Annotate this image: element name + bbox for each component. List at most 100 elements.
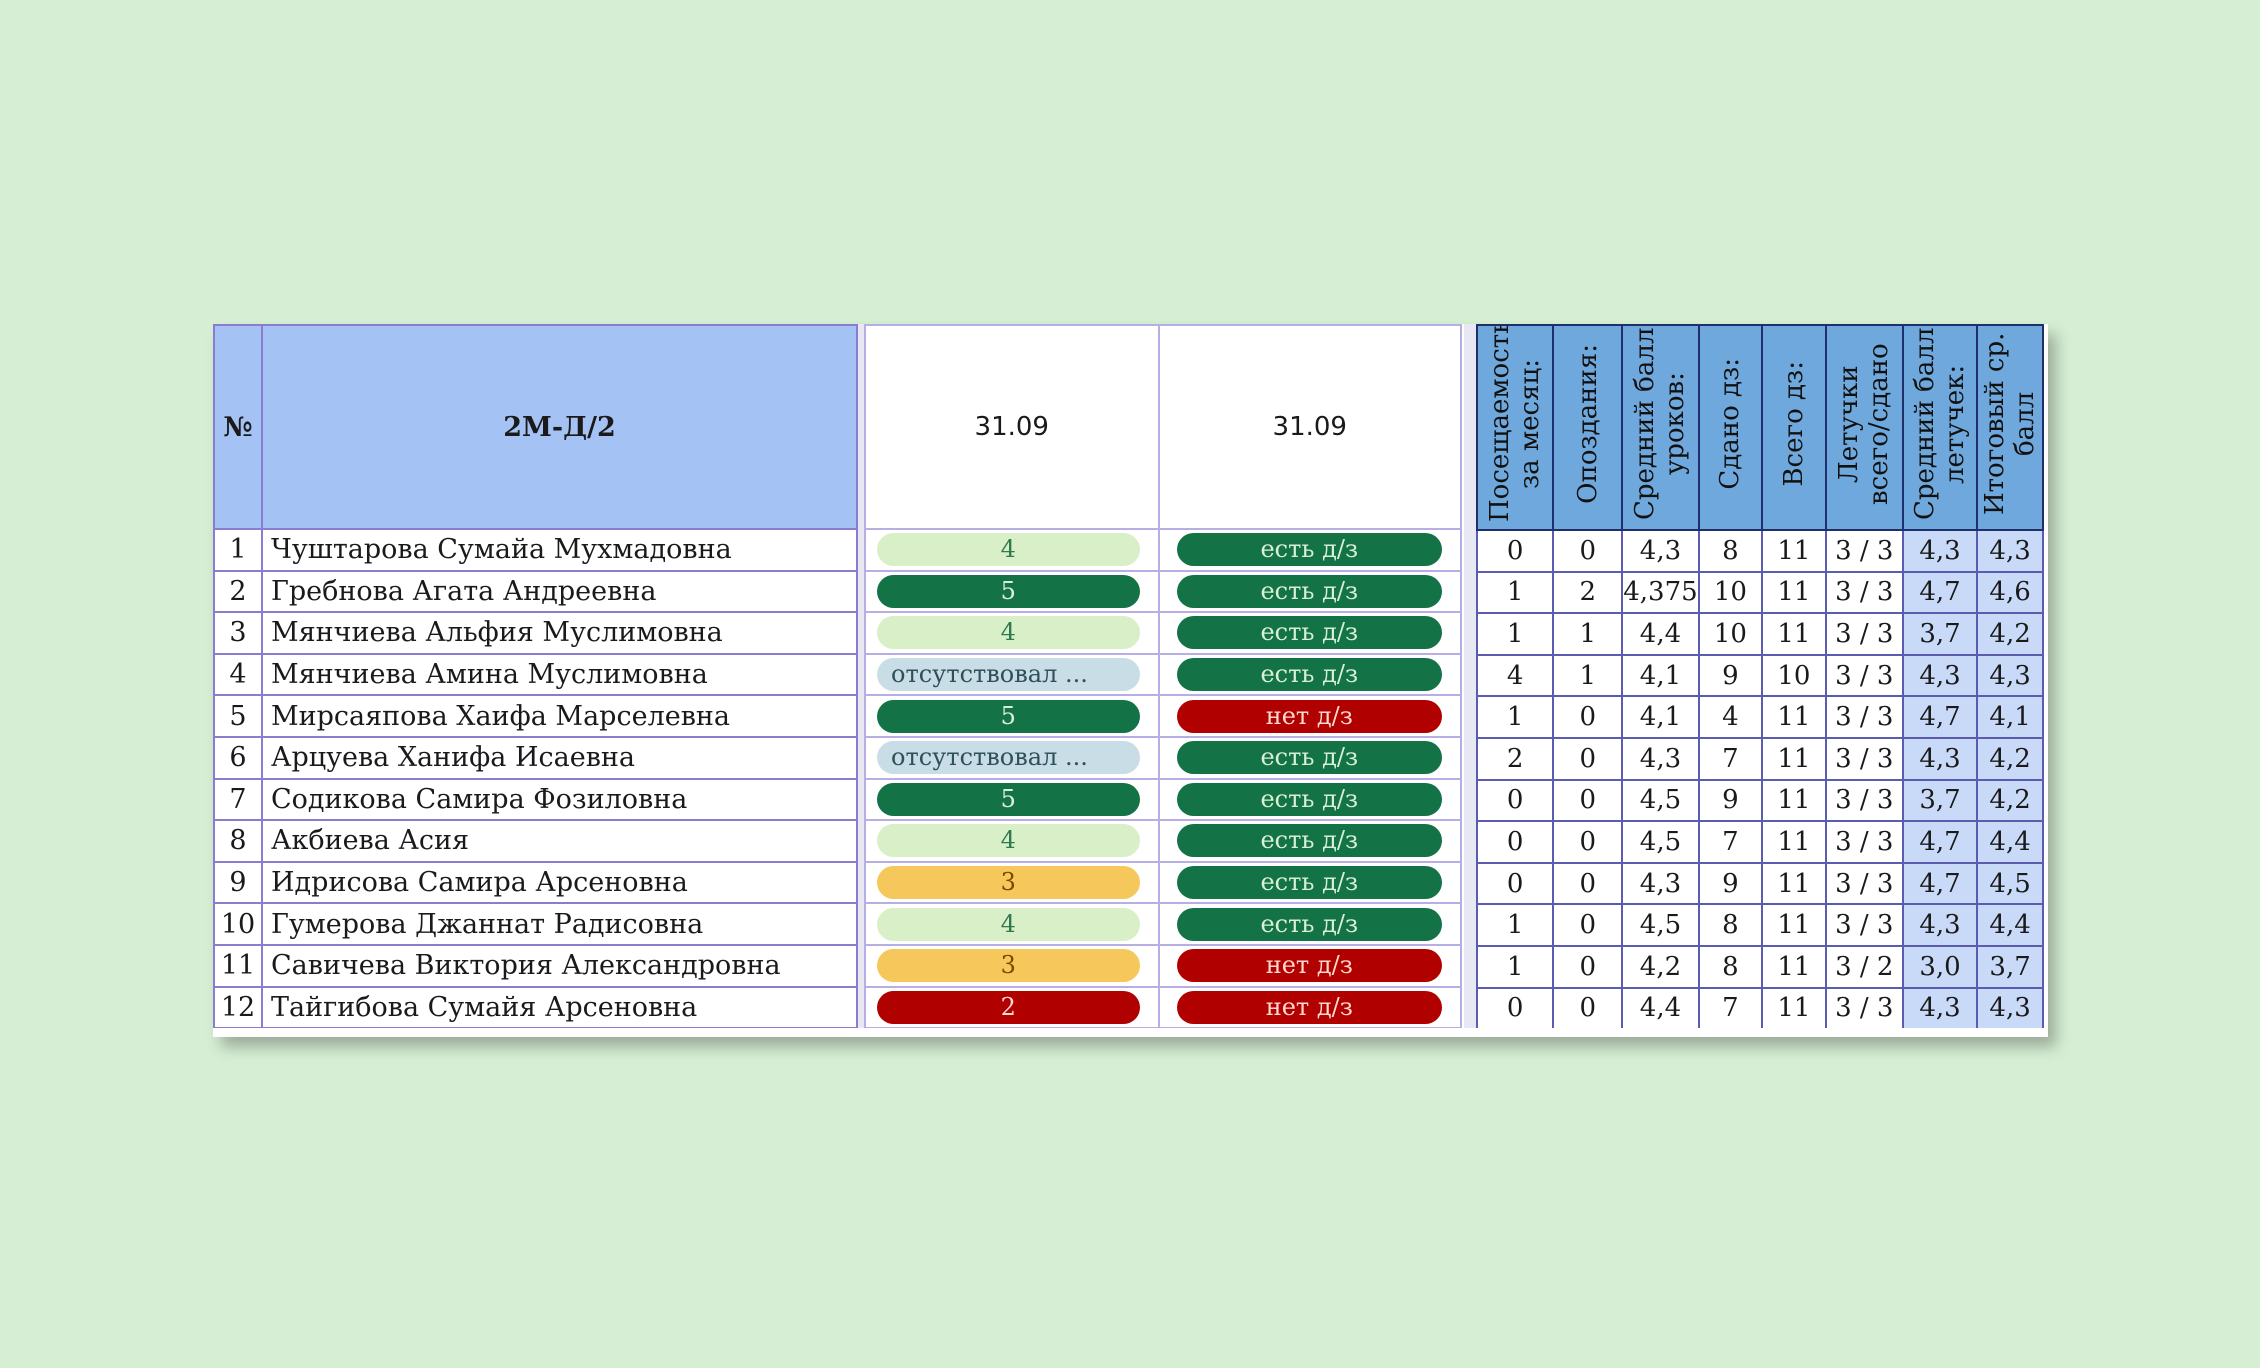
stat-cell[interactable]: 4,3 <box>1901 529 1979 573</box>
stat-cell[interactable]: 11 <box>1761 986 1827 1031</box>
stat-cell[interactable]: 0 <box>1552 736 1624 781</box>
row-number[interactable]: 12 <box>213 985 263 1030</box>
stat-cell[interactable]: 4,5 <box>1621 778 1700 823</box>
stat-cell[interactable]: 1 <box>1552 612 1624 656</box>
stat-cell[interactable]: 2 <box>1475 736 1555 781</box>
grade-cell[interactable]: отсутствовал ... <box>864 652 1160 697</box>
stat-cell[interactable]: 11 <box>1761 778 1827 823</box>
stat-cell[interactable]: 3,7 <box>1976 944 2044 989</box>
stat-cell[interactable]: 0 <box>1475 529 1555 573</box>
stat-cell[interactable]: 0 <box>1552 861 1624 906</box>
stat-cell[interactable]: 0 <box>1475 820 1555 864</box>
homework-cell[interactable]: есть д/з <box>1157 819 1463 863</box>
stats-header-cell[interactable]: Опоздания: <box>1552 324 1624 531</box>
stats-header-cell[interactable]: Летучки всего/сдано <box>1824 324 1904 531</box>
stat-cell[interactable]: 4,3 <box>1901 736 1979 781</box>
stat-cell[interactable]: 3 / 3 <box>1824 612 1904 656</box>
stat-cell[interactable]: 0 <box>1552 778 1624 823</box>
grade-cell[interactable]: 5 <box>864 777 1160 822</box>
student-name[interactable]: Мянчиева Альфия Муслимовна <box>261 611 858 655</box>
stat-cell[interactable]: 11 <box>1761 903 1827 947</box>
stat-cell[interactable]: 1 <box>1475 695 1555 739</box>
stats-header-cell[interactable]: Всего дз: <box>1761 324 1827 531</box>
stat-cell[interactable]: 7 <box>1697 820 1764 864</box>
stat-cell[interactable]: 2 <box>1552 570 1624 615</box>
stat-cell[interactable]: 4,4 <box>1621 986 1700 1031</box>
student-name[interactable]: Акбиева Асия <box>261 819 858 863</box>
row-number[interactable]: 9 <box>213 860 263 905</box>
row-number[interactable]: 1 <box>213 528 263 572</box>
stat-cell[interactable]: 3 / 3 <box>1824 903 1904 947</box>
homework-cell[interactable]: есть д/з <box>1157 735 1463 780</box>
grade-cell[interactable]: 2 <box>864 985 1160 1030</box>
stat-cell[interactable]: 4,2 <box>1621 944 1700 989</box>
stat-cell[interactable]: 4,7 <box>1901 820 1979 864</box>
stat-cell[interactable]: 4,3 <box>1901 903 1979 947</box>
stat-cell[interactable]: 4,2 <box>1976 736 2044 781</box>
stat-cell[interactable]: 0 <box>1552 944 1624 989</box>
stat-cell[interactable]: 1 <box>1475 612 1555 656</box>
stat-cell[interactable]: 1 <box>1475 903 1555 947</box>
stat-cell[interactable]: 4,3 <box>1976 529 2044 573</box>
row-number[interactable]: 10 <box>213 902 263 946</box>
stat-cell[interactable]: 3 / 3 <box>1824 736 1904 781</box>
stat-cell[interactable]: 10 <box>1697 570 1764 615</box>
grade-cell[interactable]: 4 <box>864 819 1160 863</box>
stat-cell[interactable]: 4,3 <box>1976 986 2044 1031</box>
stat-cell[interactable]: 4,3 <box>1976 653 2044 698</box>
stat-cell[interactable]: 11 <box>1761 861 1827 906</box>
stat-cell[interactable]: 3 / 3 <box>1824 820 1904 864</box>
stat-cell[interactable]: 4,4 <box>1621 612 1700 656</box>
stat-cell[interactable]: 4,2 <box>1976 612 2044 656</box>
stat-cell[interactable]: 4,7 <box>1901 861 1979 906</box>
homework-cell[interactable]: есть д/з <box>1157 860 1463 905</box>
stats-header-cell[interactable]: Итоговый ср. балл <box>1976 324 2044 531</box>
stat-cell[interactable]: 8 <box>1697 903 1764 947</box>
row-number[interactable]: 7 <box>213 777 263 822</box>
student-name[interactable]: Гумерова Джаннат Радисовна <box>261 902 858 946</box>
stat-cell[interactable]: 4,6 <box>1976 570 2044 615</box>
stat-cell[interactable]: 3 / 3 <box>1824 778 1904 823</box>
student-name[interactable]: Тайгибова Сумайя Арсеновна <box>261 985 858 1030</box>
homework-cell[interactable]: нет д/з <box>1157 943 1463 988</box>
stat-cell[interactable]: 9 <box>1697 778 1764 823</box>
stat-cell[interactable]: 7 <box>1697 736 1764 781</box>
stat-cell[interactable]: 1 <box>1475 944 1555 989</box>
stat-cell[interactable]: 11 <box>1761 612 1827 656</box>
grade-cell[interactable]: 3 <box>864 860 1160 905</box>
stat-cell[interactable]: 3 / 3 <box>1824 695 1904 739</box>
stat-cell[interactable]: 3 / 2 <box>1824 944 1904 989</box>
stat-cell[interactable]: 3 / 3 <box>1824 570 1904 615</box>
stats-header-cell[interactable]: Посещаемость за месяц: <box>1475 324 1555 531</box>
row-number[interactable]: 8 <box>213 819 263 863</box>
stat-cell[interactable]: 4,1 <box>1621 653 1700 698</box>
stat-cell[interactable]: 4,1 <box>1621 695 1700 739</box>
stat-cell[interactable]: 3 / 3 <box>1824 529 1904 573</box>
stat-cell[interactable]: 3,0 <box>1901 944 1979 989</box>
stat-cell[interactable]: 4 <box>1475 653 1555 698</box>
stat-cell[interactable]: 4,5 <box>1621 903 1700 947</box>
grade-cell[interactable]: 4 <box>864 528 1160 572</box>
stat-cell[interactable]: 10 <box>1761 653 1827 698</box>
stat-cell[interactable]: 3,7 <box>1901 612 1979 656</box>
stats-header-cell[interactable]: Средний балл летучек: <box>1901 324 1979 531</box>
student-name[interactable]: Содикова Самира Фозиловна <box>261 777 858 822</box>
stat-cell[interactable]: 4,375 <box>1621 570 1700 615</box>
row-number[interactable]: 11 <box>213 943 263 988</box>
header-group[interactable]: 2М-Д/2 <box>261 324 858 530</box>
stat-cell[interactable]: 4 <box>1697 695 1764 739</box>
student-name[interactable]: Чуштарова Сумайа Мухмадовна <box>261 528 858 572</box>
grade-cell[interactable]: 5 <box>864 569 1160 614</box>
stat-cell[interactable]: 0 <box>1475 986 1555 1031</box>
stat-cell[interactable]: 8 <box>1697 529 1764 573</box>
student-name[interactable]: Идрисова Самира Арсеновна <box>261 860 858 905</box>
stat-cell[interactable]: 4,1 <box>1976 695 2044 739</box>
homework-cell[interactable]: есть д/з <box>1157 611 1463 655</box>
homework-cell[interactable]: есть д/з <box>1157 902 1463 946</box>
stat-cell[interactable]: 10 <box>1697 612 1764 656</box>
stat-cell[interactable]: 3 / 3 <box>1824 653 1904 698</box>
stat-cell[interactable]: 11 <box>1761 529 1827 573</box>
stats-header-cell[interactable]: Сдано дз: <box>1697 324 1764 531</box>
stat-cell[interactable]: 4,2 <box>1976 778 2044 823</box>
stat-cell[interactable]: 3,7 <box>1901 778 1979 823</box>
